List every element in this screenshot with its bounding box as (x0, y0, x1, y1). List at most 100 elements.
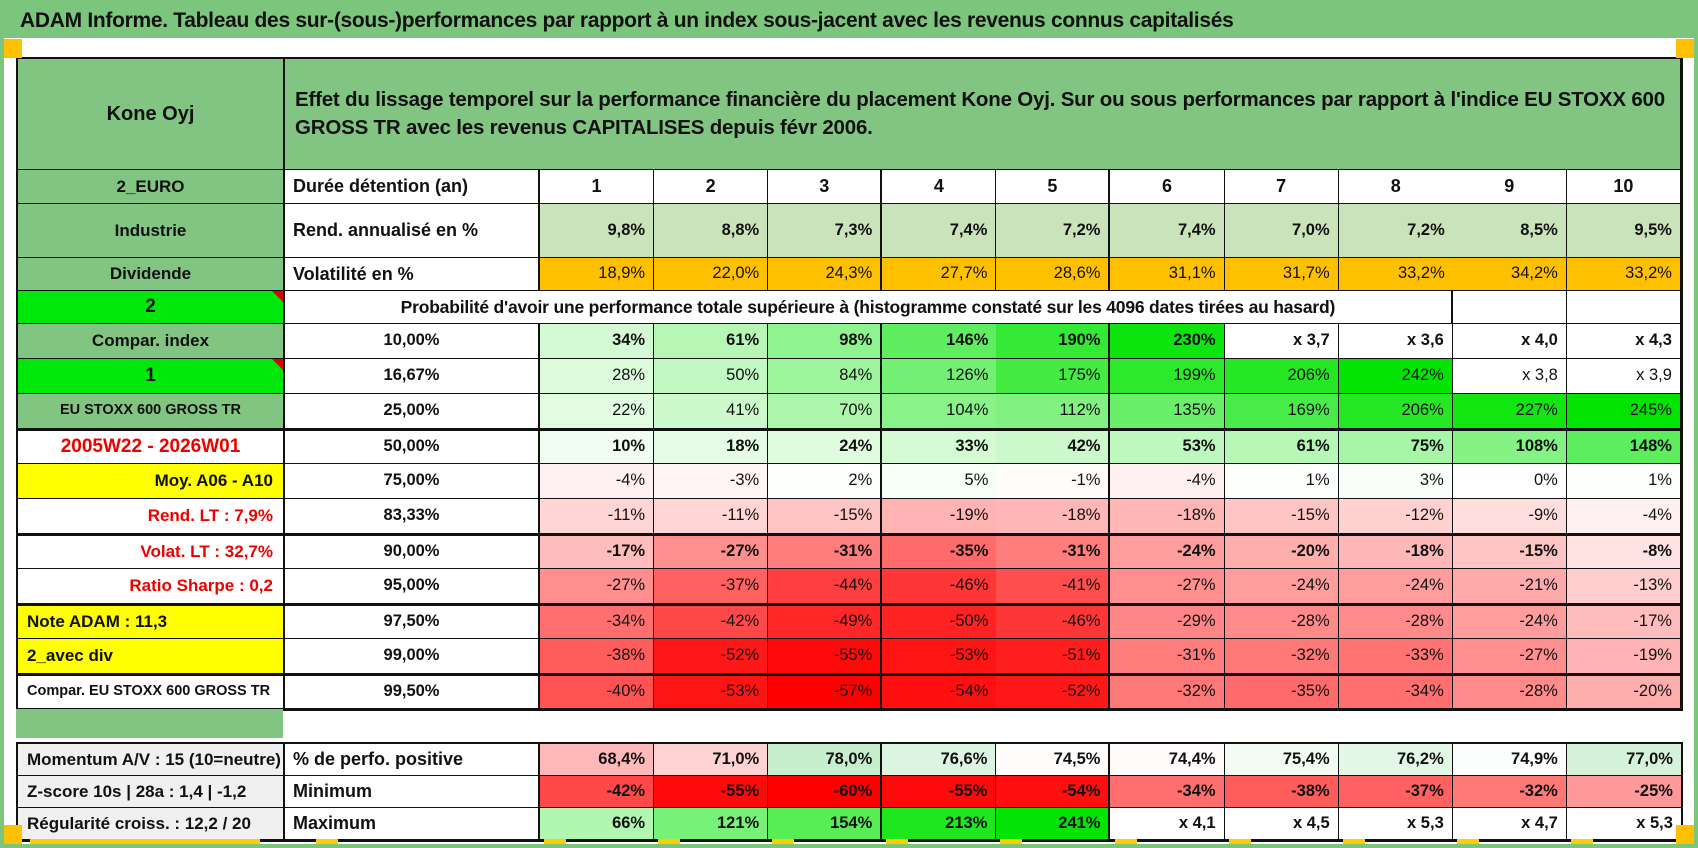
summary-parameter-cell[interactable]: % de perfo. positive (285, 744, 540, 776)
value-cell[interactable]: 8,5% (1452, 204, 1567, 258)
parameter-cell[interactable]: 99,50% (285, 674, 540, 709)
summary-value-cell[interactable]: -54% (996, 776, 1111, 808)
value-cell[interactable]: -11% (540, 499, 655, 534)
value-cell[interactable]: -41% (996, 569, 1111, 604)
probability-banner-cell[interactable]: Probabilité d'avoir une performance tota… (285, 291, 1453, 324)
row-label-cell[interactable]: EU STOXX 600 GROSS TR (18, 394, 285, 429)
summary-value-cell[interactable]: -38% (1224, 776, 1339, 808)
value-cell[interactable]: 7,2% (996, 204, 1111, 258)
duration-header-cell[interactable]: 7 (1224, 170, 1339, 204)
value-cell[interactable]: -57% (768, 674, 883, 709)
summary-value-cell[interactable]: x 4,1 (1110, 808, 1225, 840)
value-cell[interactable]: -54% (882, 674, 997, 709)
value-cell[interactable]: -50% (882, 604, 997, 639)
value-cell[interactable]: -17% (540, 534, 655, 569)
value-cell[interactable]: -28% (1452, 674, 1567, 709)
value-cell[interactable]: 230% (1110, 324, 1225, 359)
parameter-cell[interactable]: 83,33% (285, 499, 540, 534)
value-cell[interactable]: -15% (768, 499, 883, 534)
value-cell[interactable]: -52% (654, 639, 769, 674)
duration-header-cell[interactable]: 10 (1566, 170, 1681, 204)
value-cell[interactable]: 70% (768, 394, 883, 429)
row-label-cell[interactable]: 2 (18, 291, 285, 324)
value-cell[interactable]: -3% (654, 464, 769, 499)
value-cell[interactable]: -33% (1338, 639, 1453, 674)
value-cell[interactable]: -18% (1110, 499, 1225, 534)
value-cell[interactable]: 75% (1338, 429, 1453, 464)
value-cell[interactable]: 7,4% (1110, 204, 1225, 258)
value-cell[interactable]: -19% (1566, 639, 1681, 674)
duration-header-cell[interactable]: 5 (996, 170, 1111, 204)
row-label-cell[interactable]: Moy. A06 - A10 (18, 464, 285, 499)
value-cell[interactable]: 42% (996, 429, 1111, 464)
value-cell[interactable]: 22,0% (654, 258, 769, 291)
empty-cell[interactable] (1452, 291, 1567, 324)
value-cell[interactable]: -27% (1110, 569, 1225, 604)
row-label-cell[interactable]: 2_avec div (18, 639, 285, 674)
value-cell[interactable]: 7,3% (768, 204, 883, 258)
value-cell[interactable]: 146% (882, 324, 997, 359)
value-cell[interactable]: 245% (1566, 394, 1681, 429)
summary-value-cell[interactable]: -37% (1338, 776, 1453, 808)
summary-value-cell[interactable]: 71,0% (654, 744, 769, 776)
summary-value-cell[interactable]: 154% (768, 808, 883, 840)
value-cell[interactable]: -15% (1452, 534, 1567, 569)
value-cell[interactable]: -4% (1566, 499, 1681, 534)
summary-value-cell[interactable]: -55% (882, 776, 997, 808)
value-cell[interactable]: -12% (1338, 499, 1453, 534)
value-cell[interactable]: -13% (1566, 569, 1681, 604)
row-label-cell[interactable]: Dividende (18, 258, 285, 291)
duration-header-cell[interactable]: 2 (654, 170, 769, 204)
summary-value-cell[interactable]: x 4,7 (1452, 808, 1567, 840)
duration-header-cell[interactable]: 6 (1110, 170, 1225, 204)
summary-label-cell[interactable]: Momentum A/V : 15 (10=neutre) (18, 744, 285, 776)
value-cell[interactable]: -18% (996, 499, 1111, 534)
value-cell[interactable]: 5% (882, 464, 997, 499)
parameter-cell[interactable]: 90,00% (285, 534, 540, 569)
value-cell[interactable]: -28% (1224, 604, 1339, 639)
row-label-cell[interactable]: Rend. LT : 7,9% (18, 499, 285, 534)
row-label-cell[interactable]: Industrie (18, 204, 285, 258)
value-cell[interactable]: 24,3% (768, 258, 883, 291)
summary-value-cell[interactable]: 74,5% (996, 744, 1111, 776)
value-cell[interactable]: -27% (1452, 639, 1567, 674)
value-cell[interactable]: 41% (654, 394, 769, 429)
summary-parameter-cell[interactable]: Maximum (285, 808, 540, 840)
parameter-cell[interactable]: 97,50% (285, 604, 540, 639)
description-cell[interactable]: Effet du lissage temporel sur la perform… (285, 59, 1681, 170)
row-label-cell[interactable]: 2_EURO (18, 170, 285, 204)
summary-value-cell[interactable]: x 5,3 (1566, 808, 1681, 840)
value-cell[interactable]: 50% (654, 359, 769, 394)
value-cell[interactable]: -1% (996, 464, 1111, 499)
value-cell[interactable]: -31% (1110, 639, 1225, 674)
summary-label-cell[interactable]: Z-score 10s | 28a : 1,4 | -1,2 (18, 776, 285, 808)
summary-value-cell[interactable]: 213% (882, 808, 997, 840)
value-cell[interactable]: 7,0% (1224, 204, 1339, 258)
parameter-cell[interactable]: 25,00% (285, 394, 540, 429)
value-cell[interactable]: -24% (1110, 534, 1225, 569)
summary-value-cell[interactable]: x 4,5 (1224, 808, 1339, 840)
value-cell[interactable]: -24% (1224, 569, 1339, 604)
value-cell[interactable]: 9,8% (540, 204, 655, 258)
value-cell[interactable]: -17% (1566, 604, 1681, 639)
value-cell[interactable]: -9% (1452, 499, 1567, 534)
value-cell[interactable]: -19% (882, 499, 997, 534)
parameter-cell[interactable]: 75,00% (285, 464, 540, 499)
value-cell[interactable]: 27,7% (882, 258, 997, 291)
value-cell[interactable]: 108% (1452, 429, 1567, 464)
stock-name-cell[interactable]: Kone Oyj (18, 59, 285, 170)
value-cell[interactable]: 33,2% (1566, 258, 1681, 291)
value-cell[interactable]: x 4,3 (1566, 324, 1681, 359)
value-cell[interactable]: -44% (768, 569, 883, 604)
summary-value-cell[interactable]: 75,4% (1224, 744, 1339, 776)
value-cell[interactable]: x 4,0 (1452, 324, 1567, 359)
row-label-cell[interactable]: 1 (18, 359, 285, 394)
value-cell[interactable]: 3% (1338, 464, 1453, 499)
value-cell[interactable]: -53% (882, 639, 997, 674)
value-cell[interactable]: -42% (654, 604, 769, 639)
summary-value-cell[interactable]: 76,2% (1338, 744, 1453, 776)
value-cell[interactable]: -35% (882, 534, 997, 569)
summary-value-cell[interactable]: 74,4% (1110, 744, 1225, 776)
parameter-cell[interactable]: 10,00% (285, 324, 540, 359)
value-cell[interactable]: -38% (540, 639, 655, 674)
